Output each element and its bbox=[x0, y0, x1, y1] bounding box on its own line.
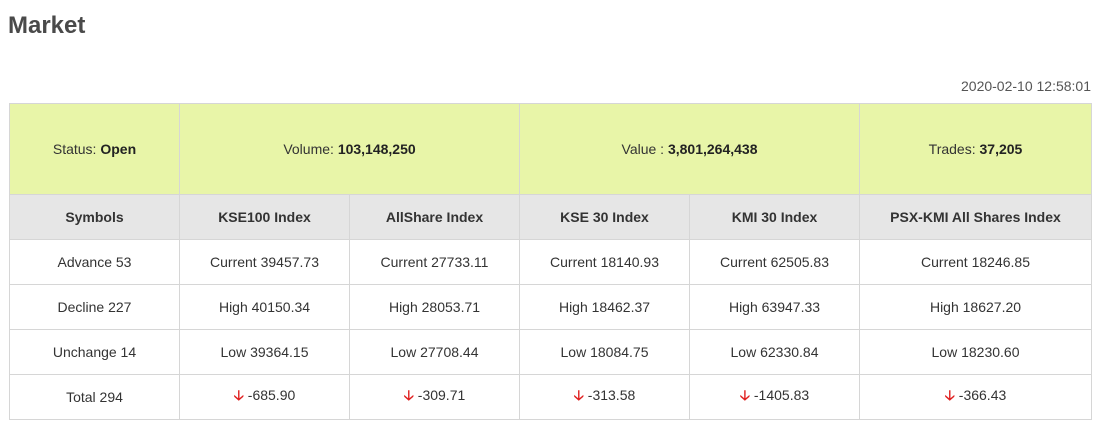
header-kse100: KSE100 Index bbox=[179, 194, 350, 240]
change-cell: 🡣 -1405.83 bbox=[689, 374, 860, 420]
change-cell: 🡣 -309.71 bbox=[349, 374, 520, 420]
arrow-down-icon: 🡣 bbox=[403, 387, 414, 403]
low-value: Low 18084.75 bbox=[519, 329, 690, 375]
table-row: Decline 227 High 40150.34 High 28053.71 … bbox=[9, 284, 1092, 330]
market-table: Status: Open Volume: 103,148,250 Value :… bbox=[9, 103, 1092, 420]
current-value: Current 62505.83 bbox=[689, 239, 860, 285]
trades-label: Trades: bbox=[928, 141, 976, 157]
volume-cell: Volume: 103,148,250 bbox=[179, 103, 520, 195]
high-value: High 18462.37 bbox=[519, 284, 690, 330]
volume-label: Volume: bbox=[283, 141, 334, 157]
header-psx-kmi: PSX-KMI All Shares Index bbox=[859, 194, 1092, 240]
volume-value: 103,148,250 bbox=[337, 141, 416, 157]
current-value: Current 18246.85 bbox=[859, 239, 1092, 285]
header-symbols: Symbols bbox=[9, 194, 180, 240]
table-row: Total 294 🡣 -685.90 🡣 -309.71 🡣 -313.58 🡣 -1… bbox=[9, 374, 1092, 420]
trades-cell: Trades: 37,205 bbox=[859, 103, 1092, 195]
change-value: -309.71 bbox=[417, 387, 466, 403]
value-cell: Value : 3,801,264,438 bbox=[519, 103, 860, 195]
value-value: 3,801,264,438 bbox=[667, 141, 758, 157]
table-row: Advance 53 Current 39457.73 Current 2773… bbox=[9, 239, 1092, 285]
market-timestamp: 2020-02-10 12:58:01 bbox=[961, 78, 1091, 94]
low-value: Low 39364.15 bbox=[179, 329, 350, 375]
header-allshare: AllShare Index bbox=[349, 194, 520, 240]
low-value: Low 18230.60 bbox=[859, 329, 1092, 375]
high-value: High 18627.20 bbox=[859, 284, 1092, 330]
value-label: Value : bbox=[621, 141, 665, 157]
change-cell: 🡣 -366.43 bbox=[859, 374, 1092, 420]
current-value: Current 18140.93 bbox=[519, 239, 690, 285]
header-row: Symbols KSE100 Index AllShare Index KSE … bbox=[9, 194, 1092, 240]
header-kmi30: KMI 30 Index bbox=[689, 194, 860, 240]
change-value: -313.58 bbox=[587, 387, 636, 403]
summary-row: Status: Open Volume: 103,148,250 Value :… bbox=[9, 103, 1092, 195]
status-value: Open bbox=[100, 141, 137, 157]
arrow-down-icon: 🡣 bbox=[233, 387, 244, 403]
status-label: Status: bbox=[52, 141, 97, 157]
change-value: -685.90 bbox=[247, 387, 296, 403]
current-value: Current 27733.11 bbox=[349, 239, 520, 285]
low-value: Low 62330.84 bbox=[689, 329, 860, 375]
status-cell: Status: Open bbox=[9, 103, 180, 195]
page-title: Market bbox=[8, 12, 86, 39]
arrow-down-icon: 🡣 bbox=[739, 387, 750, 403]
trades-value: 37,205 bbox=[979, 141, 1023, 157]
high-value: High 28053.71 bbox=[349, 284, 520, 330]
low-value: Low 27708.44 bbox=[349, 329, 520, 375]
arrow-down-icon: 🡣 bbox=[944, 387, 955, 403]
table-row: Unchange 14 Low 39364.15 Low 27708.44 Lo… bbox=[9, 329, 1092, 375]
decline-count: Decline 227 bbox=[9, 284, 180, 330]
change-value: -366.43 bbox=[958, 387, 1007, 403]
high-value: High 40150.34 bbox=[179, 284, 350, 330]
header-kse30: KSE 30 Index bbox=[519, 194, 690, 240]
current-value: Current 39457.73 bbox=[179, 239, 350, 285]
total-count: Total 294 bbox=[9, 374, 180, 420]
unchange-count: Unchange 14 bbox=[9, 329, 180, 375]
change-cell: 🡣 -685.90 bbox=[179, 374, 350, 420]
change-value: -1405.83 bbox=[753, 387, 810, 403]
arrow-down-icon: 🡣 bbox=[573, 387, 584, 403]
high-value: High 63947.33 bbox=[689, 284, 860, 330]
advance-count: Advance 53 bbox=[9, 239, 180, 285]
change-cell: 🡣 -313.58 bbox=[519, 374, 690, 420]
